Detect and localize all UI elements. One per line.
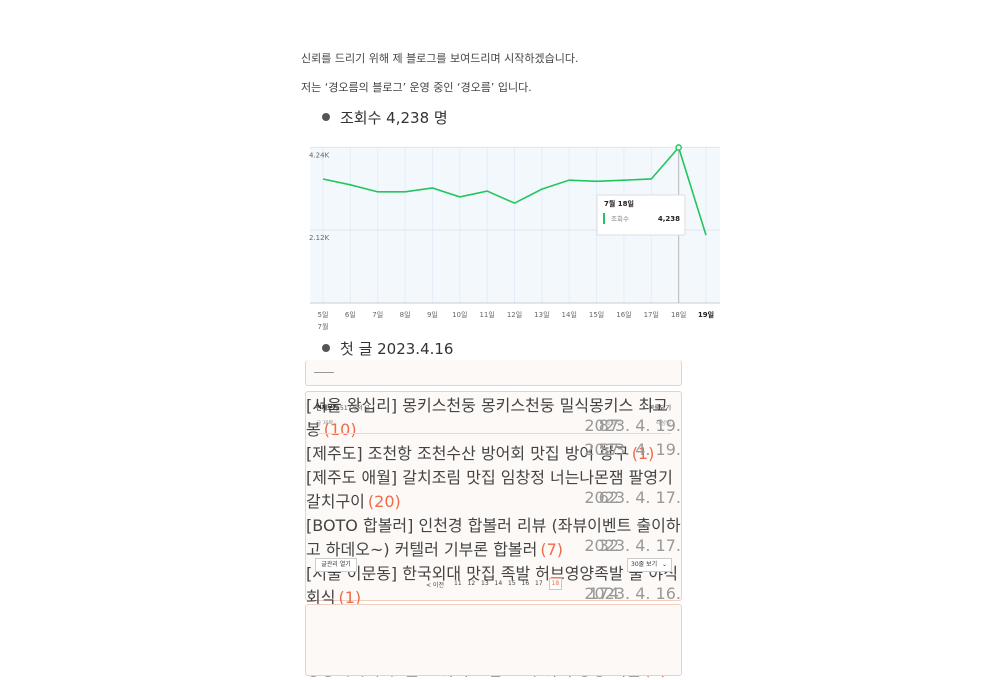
prev-page[interactable]: < 이전 — [426, 582, 444, 589]
page-number[interactable]: 15 — [508, 580, 516, 587]
page-number[interactable]: 11 — [454, 580, 462, 587]
y-tick-label: 2.12K — [309, 234, 330, 242]
page-number[interactable]: 17 — [535, 580, 543, 587]
bullet: 조회수 4,238 명 — [322, 107, 448, 128]
x-tick-label: 18일 — [671, 310, 686, 319]
tooltip-value: 4,238 — [658, 215, 680, 223]
x-tick-label: 8일 — [400, 310, 411, 319]
view-count: 57 — [598, 440, 619, 459]
list-heading: 전체보기 517개의 글 — [316, 403, 370, 412]
post-date: 2023. 4. 16. — [584, 584, 681, 603]
list-title: 전체보기 — [316, 405, 339, 412]
x-tick-label: 7일 — [372, 310, 383, 319]
hover-point — [675, 144, 682, 151]
x-tick-label: 11일 — [479, 310, 494, 319]
header: 작성일 — [655, 421, 671, 427]
post-row: [제주도] 조천항 조천수산 방어회 맛집 방어 항구 (1) 57 2023. 4.… — [306, 440, 681, 464]
bullet-text: 첫 글 2023.4.16 — [340, 340, 454, 358]
post-date: 2023. 4. 19. — [584, 440, 681, 459]
post-title[interactable]: [제주도] 조천항 조천수산 방어회 맛집 방어 항구 — [306, 444, 629, 463]
x-tick-label: 14일 — [562, 310, 577, 319]
comment-count: (1) — [631, 444, 655, 463]
x-tick-label: 6일 — [345, 310, 356, 319]
page-number[interactable]: 18 — [548, 578, 563, 590]
dropdown-icon: ⌄ — [661, 561, 667, 568]
comment-count: (20) — [367, 492, 401, 511]
bullet: 첫 글 2023.4.16 — [321, 338, 454, 359]
x-tick-label: 17일 — [644, 310, 659, 319]
paragraph: 신뢰를 드리기 위해 제 블로그를 보여드리며 시작하겠습니다. — [301, 52, 579, 65]
x-tick-label: 13일 — [534, 310, 549, 319]
view-count: 32 — [598, 536, 619, 555]
chart: 2.12K 4.24K 5일 6일 7일 8일 9일 10일 11일 12일 13일 14일 15일 16… — [309, 144, 720, 331]
page-number[interactable]: 12 — [467, 580, 476, 587]
x-tick-label: 12일 — [507, 310, 522, 319]
page-number[interactable]: 16 — [521, 580, 530, 587]
x-tick-label: 16일 — [616, 310, 631, 319]
post-title[interactable]: [서울 이문동] 한국외대 맛집 족발 허브영양족발 술 야식 회식 — [306, 564, 678, 607]
header: 글 제목 — [316, 421, 334, 427]
pagination: < 이전 11 12 13 14 15 16 17 18 — [424, 578, 564, 592]
tooltip-title: 7월 18일 — [604, 199, 634, 208]
comment-count: (10) — [323, 420, 357, 439]
x-tick-label: 19일 — [698, 310, 714, 319]
post-date: 2023. 4. 17. — [584, 536, 681, 555]
per-page-select[interactable]: 30줄 보기 ⌄ — [627, 558, 672, 572]
close-link[interactable]: 목록닫기 — [648, 405, 671, 412]
post-date: 2023. 4. 17. — [584, 488, 681, 507]
per-page-label: 30줄 보기 — [631, 561, 658, 568]
y-tick-label: 4.24K — [309, 151, 330, 159]
bullet-text: 조회수 4,238 명 — [340, 109, 448, 127]
manage-button[interactable]: 글관리 열기 — [315, 558, 357, 572]
tooltip-box — [596, 194, 686, 236]
series-line — [322, 145, 707, 236]
post-row: [서울 왕십리] 몽키스천둥 몽키스천둥 밀식몽키스 최고봉 (10) 87 2023… — [306, 392, 681, 440]
post-title[interactable]: [서울 왕십리] 몽키스천둥 몽키스천둥 밀식몽키스 최고봉 — [306, 396, 668, 439]
paragraph: 저는 ‘경오름의 블로그’ 운영 중인 ‘경오름’ 입니다. — [301, 81, 532, 94]
x-tick-label: 10일 — [452, 310, 467, 319]
view-count: 174 — [588, 584, 619, 603]
header: 조회수 — [605, 421, 621, 427]
divider — [314, 372, 334, 373]
post-row: [서울 이문동] 한국외대 맛집 족발 허브영양족발 술 야식 회식 (1) 174… — [306, 560, 681, 608]
prev-box — [305, 360, 682, 386]
x-tick-label: 5일 — [318, 310, 329, 319]
page-number[interactable]: 14 — [494, 580, 503, 587]
tooltip-label: 조회수 — [611, 215, 629, 223]
post-title[interactable]: [BOTO 합볼러] 인천경 합볼러 리뷰 (좌뷰이벤트 출이하고 하데오~) … — [306, 516, 681, 559]
comment-count: (7) — [540, 540, 564, 559]
post-date: 2023. 4. 19. — [584, 416, 681, 435]
x-tick-label: 9일 — [427, 310, 438, 319]
post-count: 517개의 글 — [340, 405, 370, 412]
month-label: 7월 — [318, 322, 329, 331]
tooltip-swatch — [603, 213, 605, 224]
post-list: 전체보기 517개의 글 목록닫기 글 제목 조회수 작성일 글관리 열기 30… — [305, 391, 682, 679]
header-row: 글 제목 조회수 작성일 — [316, 416, 671, 434]
page-number[interactable]: 13 — [481, 580, 489, 587]
comment-count: (1) — [338, 588, 362, 607]
x-tick-label: 15일 — [589, 310, 604, 319]
view-count: 62 — [598, 488, 619, 507]
post-row: [BOTO 합볼러] 인천경 합볼러 리뷰 (좌뷰이벤트 출이하고 하데오~) … — [306, 512, 681, 560]
post-title[interactable]: [제주도 애월] 갈치조림 맛집 임창정 너는나몬잼 팔영기 갈치구이 — [306, 468, 673, 511]
view-count: 87 — [598, 416, 619, 435]
post-row: [제주도 애월] 갈치조림 맛집 임창정 너는나몬잼 팔영기 갈치구이 (20) 6… — [306, 464, 681, 512]
next-box — [305, 604, 682, 676]
